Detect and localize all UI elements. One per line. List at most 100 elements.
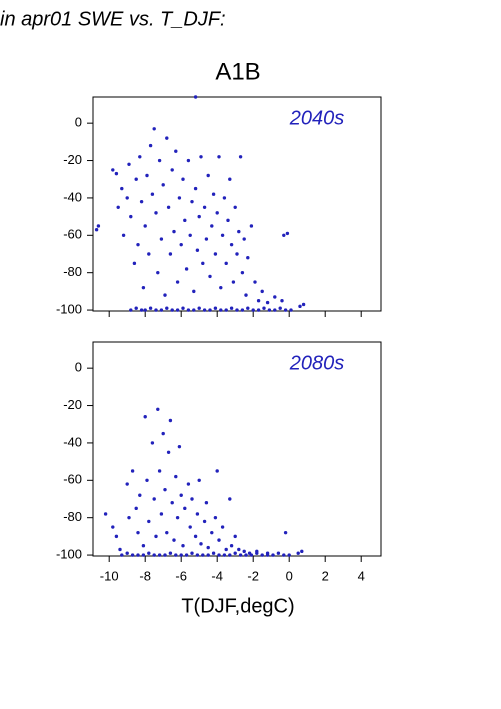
point xyxy=(184,553,189,557)
point xyxy=(147,519,151,524)
point xyxy=(215,469,219,473)
point xyxy=(130,469,135,473)
point xyxy=(222,196,227,200)
point xyxy=(197,214,201,219)
y-tick-label: -40 xyxy=(63,189,82,204)
point xyxy=(134,177,138,181)
point xyxy=(143,415,147,419)
point xyxy=(96,224,101,228)
x-tick-label: -10 xyxy=(100,568,119,583)
point xyxy=(139,308,144,312)
point xyxy=(280,299,284,303)
point xyxy=(175,308,180,312)
point xyxy=(168,252,173,256)
point xyxy=(208,274,212,279)
point xyxy=(184,267,189,271)
point xyxy=(240,308,245,312)
point xyxy=(206,553,210,557)
point xyxy=(193,534,198,539)
point xyxy=(199,155,203,159)
point xyxy=(156,270,160,275)
point xyxy=(132,261,137,266)
point xyxy=(114,534,119,539)
point xyxy=(170,501,174,505)
x-tick-label: -6 xyxy=(175,568,187,583)
annotation: 2080s xyxy=(289,352,345,374)
point xyxy=(273,308,277,312)
point xyxy=(183,506,187,511)
point xyxy=(256,308,261,312)
point xyxy=(148,143,153,148)
x-axis-label: T(DJF,degC) xyxy=(181,595,294,617)
point xyxy=(301,302,306,307)
point xyxy=(229,306,234,310)
y-tick-label: -100 xyxy=(56,302,82,317)
point xyxy=(172,538,176,542)
point xyxy=(181,544,185,548)
point xyxy=(220,233,225,238)
point xyxy=(249,224,254,228)
point xyxy=(121,233,126,238)
point xyxy=(157,469,162,473)
point xyxy=(163,487,167,492)
point xyxy=(219,308,223,312)
point xyxy=(204,501,209,505)
point xyxy=(224,261,228,266)
point xyxy=(179,242,183,247)
point xyxy=(300,549,304,554)
point xyxy=(172,229,176,234)
point xyxy=(145,478,149,483)
point xyxy=(211,551,216,555)
point xyxy=(152,553,156,557)
point xyxy=(271,553,275,557)
point xyxy=(193,95,198,99)
point xyxy=(175,280,180,284)
chart-title: in apr01 SWE vs. T_DJF: xyxy=(0,8,226,30)
point xyxy=(219,285,223,290)
point xyxy=(217,155,221,159)
y-tick-label: -100 xyxy=(56,547,82,562)
point xyxy=(256,299,261,303)
point xyxy=(215,211,219,215)
point xyxy=(150,441,155,445)
point xyxy=(242,549,246,554)
point xyxy=(210,530,214,535)
point xyxy=(238,155,243,159)
point xyxy=(283,308,288,312)
point xyxy=(129,308,133,312)
point xyxy=(139,199,144,204)
point xyxy=(175,515,180,520)
point xyxy=(233,205,237,209)
point xyxy=(179,493,183,497)
point xyxy=(199,542,203,546)
x-tick-label: 4 xyxy=(358,568,365,583)
point xyxy=(296,551,300,555)
point xyxy=(217,538,221,542)
point xyxy=(195,553,200,557)
point xyxy=(237,547,241,552)
point xyxy=(159,308,164,312)
point xyxy=(141,544,146,548)
point xyxy=(265,551,270,555)
point xyxy=(235,252,239,256)
point xyxy=(186,308,191,312)
point xyxy=(202,205,207,209)
chart-subtitle: A1B xyxy=(215,58,260,85)
point xyxy=(222,553,227,557)
point xyxy=(150,192,155,196)
point xyxy=(111,525,115,529)
point xyxy=(213,515,218,520)
y-tick-label: -80 xyxy=(63,264,82,279)
point xyxy=(213,252,218,256)
point xyxy=(211,192,216,196)
point xyxy=(168,418,173,423)
point xyxy=(260,289,264,294)
point xyxy=(141,285,146,290)
point xyxy=(228,497,232,501)
point xyxy=(273,295,277,299)
point xyxy=(213,306,218,310)
point xyxy=(125,196,129,200)
point xyxy=(285,231,290,236)
point xyxy=(120,186,124,191)
point xyxy=(251,308,255,312)
